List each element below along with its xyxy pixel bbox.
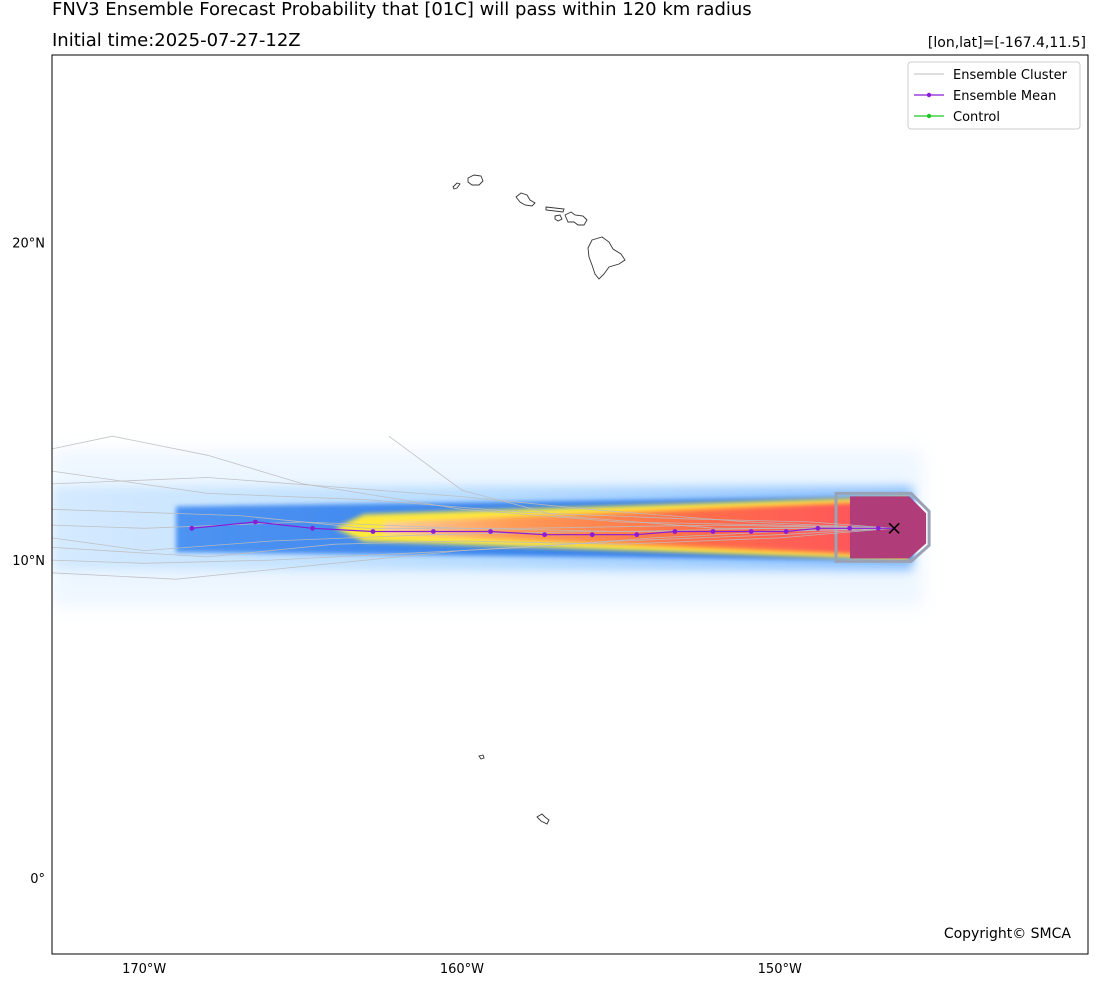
island-molokai: [545, 206, 565, 213]
x-tick-label: 150°W: [758, 962, 802, 977]
mean-track-point: [672, 529, 678, 534]
y-tick-label: 20°N: [12, 236, 45, 251]
mean-track-point: [783, 529, 789, 534]
x-tick-label: 160°W: [440, 962, 484, 977]
cluster-track: [52, 527, 895, 564]
legend-item-ensemble-mean: Ensemble Mean: [914, 89, 1056, 104]
ensemble-cluster-tracks: [52, 435, 895, 580]
mean-track-point: [875, 525, 881, 531]
mean-track-point: [252, 519, 258, 525]
legend-label: Ensemble Mean: [953, 89, 1056, 104]
swath-highest-probability: [850, 496, 927, 559]
mean-track-point: [815, 525, 821, 531]
island-kauai: [467, 174, 484, 186]
island-kingman: [536, 813, 550, 825]
mean-track-point: [430, 529, 436, 534]
y-tick-label: 10°N: [12, 554, 45, 569]
mean-track-point: [710, 529, 716, 534]
island-maui: [564, 211, 588, 226]
legend-item-control: Control: [914, 110, 1000, 125]
legend-label: Ensemble Cluster: [953, 68, 1068, 83]
swath-core-band: [383, 500, 907, 557]
position-readout: [lon,lat]=[-167.4,11.5]: [927, 35, 1086, 51]
mean-track-point: [310, 525, 315, 531]
island-hawaii: [587, 236, 626, 280]
mean-track-point: [589, 532, 595, 538]
legend-label: Control: [953, 110, 1000, 125]
ensemble-mean-track: [189, 519, 895, 538]
cluster-track: [52, 508, 895, 529]
coastlines: [452, 174, 626, 825]
x-tick-label: 170°W: [122, 962, 166, 977]
mean-track-point: [370, 529, 376, 534]
island-niihau: [452, 182, 461, 190]
mean-track-point: [542, 532, 547, 538]
y-tick-label: 0°: [30, 872, 45, 887]
map-area: [52, 174, 931, 825]
current-position-marker: [888, 522, 900, 534]
mean-track-point: [488, 529, 493, 534]
x-axis-ticks: 170°W 160°W 150°W: [122, 962, 802, 977]
cluster-track: [52, 527, 895, 558]
chart-title: FNV3 Ensemble Forecast Probability that …: [52, 0, 752, 20]
current-position-x: [888, 522, 900, 534]
mean-track-point: [189, 525, 195, 531]
legend: Ensemble Cluster Ensemble Mean Control: [907, 61, 1081, 130]
island-oahu: [515, 192, 536, 207]
map-frame: [51, 54, 1089, 955]
copyright-notice: Copyright© SMCA: [944, 926, 1072, 942]
island-lanai: [554, 214, 563, 222]
cluster-track: [388, 435, 895, 529]
y-axis-ticks: 20°N 10°N 0°: [12, 236, 45, 886]
cluster-track: [52, 435, 895, 529]
legend-item-ensemble-cluster: Ensemble Cluster: [914, 68, 1068, 83]
initial-time-subtitle: Initial time:2025-07-27-12Z: [52, 30, 301, 51]
island-johnston: [478, 754, 485, 760]
cluster-track: [52, 470, 895, 529]
mean-track-point: [748, 529, 754, 534]
mean-track-point: [847, 525, 853, 531]
swath-high-outline: [834, 491, 931, 563]
legend-box: [907, 61, 1081, 130]
mean-track-point: [634, 532, 640, 538]
cluster-track: [52, 477, 895, 529]
